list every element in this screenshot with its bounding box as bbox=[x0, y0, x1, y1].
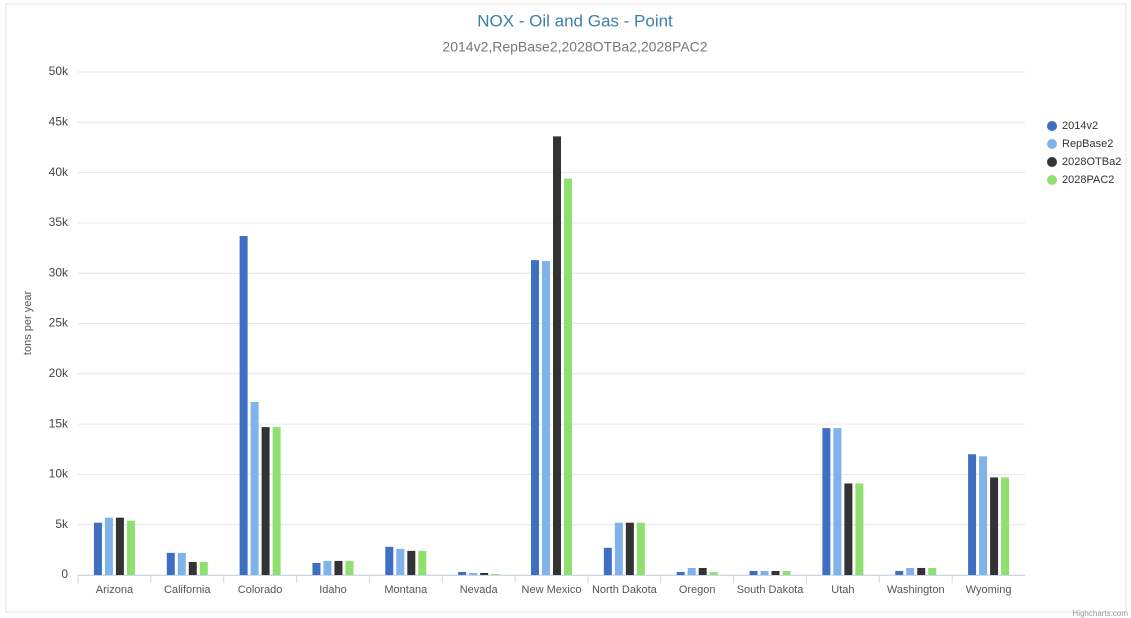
bar bbox=[760, 570, 769, 575]
x-tick-label: Arizona bbox=[96, 584, 134, 596]
bar bbox=[188, 561, 197, 575]
bar bbox=[104, 517, 113, 575]
bar bbox=[979, 456, 988, 575]
bar bbox=[480, 572, 489, 575]
y-tick-label: 50k bbox=[49, 64, 69, 78]
bar bbox=[833, 428, 842, 575]
bar bbox=[166, 552, 175, 575]
bar bbox=[531, 260, 539, 575]
y-tick-label: 10k bbox=[49, 467, 69, 481]
y-tick-label: 35k bbox=[49, 215, 69, 229]
x-tick-label: Oregon bbox=[679, 584, 716, 596]
bar bbox=[239, 235, 248, 575]
chart-subtitle: 2014v2,RepBase2,2028OTBa2,2028PAC2 bbox=[442, 39, 707, 55]
x-tick-label: Montana bbox=[384, 584, 428, 596]
bar bbox=[199, 561, 208, 575]
bar bbox=[345, 560, 354, 575]
bar bbox=[906, 567, 915, 575]
x-tick-label: Idaho bbox=[319, 584, 347, 596]
bar bbox=[334, 560, 343, 575]
bar bbox=[418, 550, 427, 575]
bar bbox=[491, 573, 500, 575]
y-tick-label: 40k bbox=[49, 165, 69, 179]
legend-label: 2028OTBa2 bbox=[1062, 156, 1121, 168]
bar bbox=[614, 522, 623, 575]
credits: Highcharts.com bbox=[1072, 609, 1128, 618]
bar bbox=[396, 548, 405, 575]
x-tick-label: California bbox=[164, 584, 211, 596]
y-tick-label: 0 bbox=[61, 567, 68, 581]
x-tick-label: New Mexico bbox=[522, 584, 582, 596]
bar bbox=[272, 427, 281, 575]
bar bbox=[822, 428, 831, 575]
bar bbox=[407, 550, 416, 575]
bar bbox=[458, 571, 467, 575]
legend-marker bbox=[1047, 157, 1057, 167]
bar bbox=[917, 567, 926, 575]
bar bbox=[895, 570, 904, 575]
y-tick-label: 20k bbox=[49, 366, 69, 380]
y-tick-label: 30k bbox=[49, 265, 69, 279]
y-axis-label: tons per year bbox=[22, 291, 34, 356]
bar bbox=[782, 570, 791, 575]
bar bbox=[749, 570, 758, 575]
x-tick-label: North Dakota bbox=[592, 584, 658, 596]
x-tick-label: Washington bbox=[887, 584, 945, 596]
bar bbox=[312, 562, 321, 575]
bar bbox=[709, 571, 718, 575]
bar bbox=[115, 517, 124, 575]
bar bbox=[603, 547, 612, 575]
bar bbox=[564, 178, 572, 576]
bar bbox=[928, 567, 937, 575]
bar bbox=[93, 522, 102, 575]
bar bbox=[855, 483, 864, 575]
bar bbox=[323, 560, 332, 575]
bar bbox=[385, 546, 394, 575]
y-tick-label: 15k bbox=[49, 416, 69, 430]
chart-title: NOX - Oil and Gas - Point bbox=[477, 11, 673, 30]
x-tick-label: Colorado bbox=[238, 584, 283, 596]
bar bbox=[542, 261, 550, 575]
x-tick-label: Wyoming bbox=[966, 584, 1012, 596]
bar bbox=[469, 572, 478, 575]
bar bbox=[990, 477, 999, 575]
bar bbox=[126, 520, 135, 575]
legend-marker bbox=[1047, 139, 1057, 149]
legend-label: RepBase2 bbox=[1062, 138, 1113, 150]
bar bbox=[771, 570, 780, 575]
bar bbox=[968, 454, 977, 575]
x-tick-label: Nevada bbox=[460, 584, 499, 596]
bar bbox=[553, 136, 561, 575]
bar bbox=[844, 483, 853, 575]
bar bbox=[687, 567, 696, 575]
y-tick-label: 45k bbox=[49, 114, 69, 128]
legend-marker bbox=[1047, 121, 1057, 131]
bar bbox=[676, 571, 685, 575]
bar bbox=[636, 522, 645, 575]
y-tick-label: 5k bbox=[55, 517, 69, 531]
bar bbox=[261, 427, 270, 575]
bar bbox=[1001, 477, 1010, 575]
bar bbox=[698, 567, 707, 575]
x-tick-label: Utah bbox=[831, 584, 854, 596]
bar bbox=[250, 401, 259, 575]
x-tick-label: South Dakota bbox=[737, 584, 805, 596]
legend-label: 2028PAC2 bbox=[1062, 174, 1114, 186]
legend-label: 2014v2 bbox=[1062, 120, 1098, 132]
bar bbox=[625, 522, 634, 575]
legend-marker bbox=[1047, 175, 1057, 185]
y-tick-label: 25k bbox=[49, 316, 69, 330]
bar bbox=[177, 552, 186, 575]
